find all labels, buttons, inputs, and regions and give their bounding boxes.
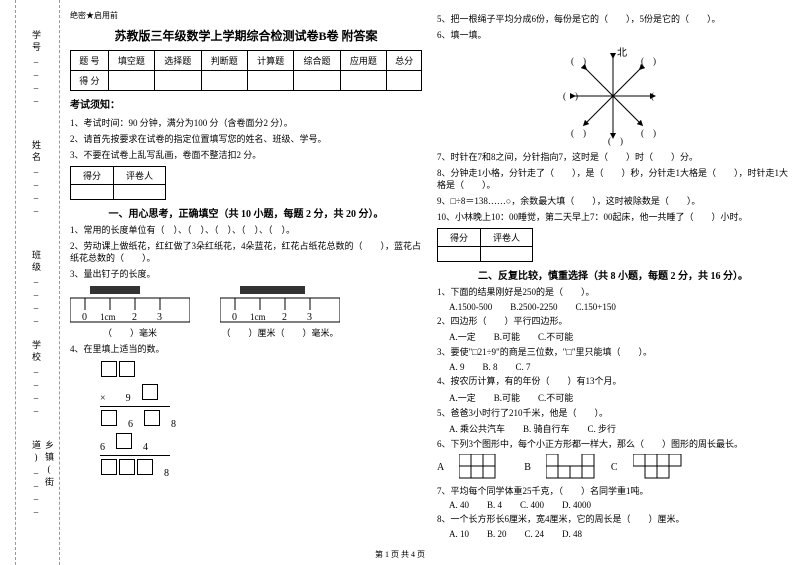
shape-a-icon xyxy=(459,454,509,482)
section-1-heading: 一、用心思考，正确填空（共 10 小题，每题 2 分，共 20 分）。 xyxy=(70,205,422,220)
notice-item: 2、请首先按要求在试卷的指定位置填写您的姓名、班级、学号。 xyxy=(70,132,422,145)
shape-options: A B C xyxy=(437,454,789,482)
choice-4: 4、按农历计算，有的年份（ ）有13个月。 xyxy=(437,375,789,388)
compass-icon: 北 ( ) ( ) ( ) ( ) ( ) ( ) ( ) xyxy=(563,46,663,146)
choice-5-opts: A. 乘公共汽车B. 骑自行车C. 步行 xyxy=(449,422,789,435)
th: 题 号 xyxy=(71,51,109,71)
svg-text:( ): ( ) xyxy=(571,128,586,138)
sidebar-label: 姓名____ xyxy=(30,140,43,216)
choice-1-opts: A.1500-500B.2500-2250C.150+150 xyxy=(449,302,789,312)
sub-score-cell: 评卷人 xyxy=(114,167,166,185)
question-6: 6、填一填。 xyxy=(437,29,789,42)
ruler-2: 0 1cm 2 3 （ ）厘米（ ）毫米。 xyxy=(220,284,340,339)
question-3: 3、量出钉子的长度。 xyxy=(70,268,422,281)
sidebar-label: 学号____ xyxy=(30,30,43,106)
sub-score-table: 得分评卷人 xyxy=(70,166,166,200)
page-footer: 第 1 页 共 4 页 xyxy=(0,549,800,560)
svg-text:( ): ( ) xyxy=(608,136,623,146)
th: 总分 xyxy=(387,51,422,71)
svg-text:2: 2 xyxy=(282,312,287,323)
svg-text:0: 0 xyxy=(82,312,87,323)
notice-heading: 考试须知： xyxy=(70,96,422,111)
question-8: 8、分钟走1小格，分针走了（ ），是（ ）秒，分针走1大格是（ ），时针走1大格… xyxy=(437,167,789,192)
left-column: 绝密★启用前 苏教版三年级数学上学期综合检测试卷B卷 附答案 题 号 填空题 选… xyxy=(70,10,422,539)
choice-2: 2、四边形（ ）平行四边形。 xyxy=(437,315,789,328)
score-table: 题 号 填空题 选择题 判断题 计算题 综合题 应用题 总分 得 分 xyxy=(70,50,422,91)
main-content: 绝密★启用前 苏教版三年级数学上学期综合检测试卷B卷 附答案 题 号 填空题 选… xyxy=(70,10,790,539)
td: 得 分 xyxy=(71,71,109,91)
svg-text:1cm: 1cm xyxy=(250,312,266,322)
th: 选择题 xyxy=(155,51,201,71)
choice-3-opts: A. 9B. 8C. 7 xyxy=(449,362,789,372)
svg-text:北: 北 xyxy=(617,47,627,59)
sidebar-label: 学校____ xyxy=(30,340,43,416)
choice-4-opts: A.一定B.可能C.不可能 xyxy=(449,391,789,404)
exam-title: 苏教版三年级数学上学期综合检测试卷B卷 附答案 xyxy=(70,27,422,44)
question-10: 10、小林晚上10：00睡觉，第二天早上7：00起床，他一共睡了（ ）小时。 xyxy=(437,211,789,224)
choice-8-opts: A. 10B. 20C. 24D. 48 xyxy=(449,529,789,539)
choice-5: 5、爸爸3小时行了210千米，他是（ ）。 xyxy=(437,407,789,420)
choice-1: 1、下面的结果刚好是250的是（ ）。 xyxy=(437,286,789,299)
shape-c-icon xyxy=(633,454,683,482)
choice-7: 7、平均每个同学体重25千克，（ ）名同学重1吨。 xyxy=(437,485,789,498)
td xyxy=(108,71,154,91)
sidebar-label: 乡镇(街道)____ xyxy=(30,440,56,565)
ruler-row: 0 1cm 2 3 （ ）毫米 0 1cm 2 3 （ ）厘米（ ）毫米。 xyxy=(70,284,422,339)
binding-sidebar: 学号____ 姓名____ 班级____ 学校____ 乡镇(街道)____ xyxy=(0,0,60,565)
choice-2-opts: A.一定B.可能C.不可能 xyxy=(449,330,789,343)
choice-8: 8、一个长方形长6厘米，宽4厘米，它的周长是（ ）厘米。 xyxy=(437,513,789,526)
th: 填空题 xyxy=(108,51,154,71)
svg-text:3: 3 xyxy=(307,312,312,323)
sub-score-cell: 得分 xyxy=(71,167,114,185)
choice-7-opts: A. 40B. 4C. 400D. 4000 xyxy=(449,500,789,510)
right-column: 5、把一根绳子平均分成6份，每份是它的（ ），5份是它的（ ）。 6、填一填。 … xyxy=(437,10,789,539)
question-4: 4、在里填上适当的数。 xyxy=(70,343,422,356)
shape-b-icon xyxy=(546,454,596,482)
svg-text:0: 0 xyxy=(232,312,237,323)
th: 综合题 xyxy=(294,51,340,71)
ruler-icon: 0 1cm 2 3 xyxy=(220,284,340,324)
svg-text:3: 3 xyxy=(157,312,162,323)
th: 应用题 xyxy=(340,51,386,71)
dash-line xyxy=(15,0,16,565)
svg-text:( ): ( ) xyxy=(563,91,578,101)
secret-label: 绝密★启用前 xyxy=(70,10,422,21)
compass-diagram: 北 ( ) ( ) ( ) ( ) ( ) ( ) ( ) xyxy=(563,46,663,146)
notice-list: 1、考试时间：90 分钟，满分为100 分（含卷面分2 分）。 2、请首先按要求… xyxy=(70,116,422,161)
question-7: 7、时针在7和8之间，分针指向7，这时是（ ）时（ ）分。 xyxy=(437,151,789,164)
question-9: 9、□÷8＝138……○，余数最大填（ ），这时被除数是（ ）。 xyxy=(437,195,789,208)
svg-text:1cm: 1cm xyxy=(100,312,116,322)
svg-text:2: 2 xyxy=(132,312,137,323)
svg-text:( ): ( ) xyxy=(641,128,656,138)
question-5: 5、把一根绳子平均分成6份，每份是它的（ ），5份是它的（ ）。 xyxy=(437,13,789,26)
sub-score-table-2: 得分评卷人 xyxy=(437,228,533,262)
ruler-1-label: （ ）毫米 xyxy=(70,326,190,339)
ruler-1: 0 1cm 2 3 （ ）毫米 xyxy=(70,284,190,339)
sidebar-label: 班级____ xyxy=(30,250,43,326)
notice-item: 1、考试时间：90 分钟，满分为100 分（含卷面分2 分）。 xyxy=(70,116,422,129)
th: 判断题 xyxy=(201,51,247,71)
multiplication-box: × 9 6 8 6 4 8 xyxy=(100,360,422,479)
question-2: 2、劳动课上做纸花，红红做了3朵红纸花，4朵蓝花，红花占纸花总数的（ ），蓝花占… xyxy=(70,240,422,265)
th: 计算题 xyxy=(247,51,293,71)
choice-3: 3、要使"□21÷9"的商是三位数，"□"里只能填（ ）。 xyxy=(437,346,789,359)
svg-text:( ): ( ) xyxy=(571,56,586,66)
choice-6: 6、下列3个图形中，每个小正方形都一样大，那么（ ）图形的周长最长。 xyxy=(437,438,789,451)
ruler-2-label: （ ）厘米（ ）毫米。 xyxy=(220,326,340,339)
svg-text:( ): ( ) xyxy=(651,91,663,101)
ruler-icon: 0 1cm 2 3 xyxy=(70,284,190,324)
notice-item: 3、不要在试卷上乱写乱画，卷面不整洁扣2 分。 xyxy=(70,148,422,161)
section-2-heading: 二、反复比较，慎重选择（共 8 小题，每题 2 分，共 16 分）。 xyxy=(437,267,789,282)
question-1: 1、常用的长度单位有（ ）、（ ）、（ ）、（ ）、（ ）。 xyxy=(70,224,422,237)
svg-text:( ): ( ) xyxy=(641,56,656,66)
